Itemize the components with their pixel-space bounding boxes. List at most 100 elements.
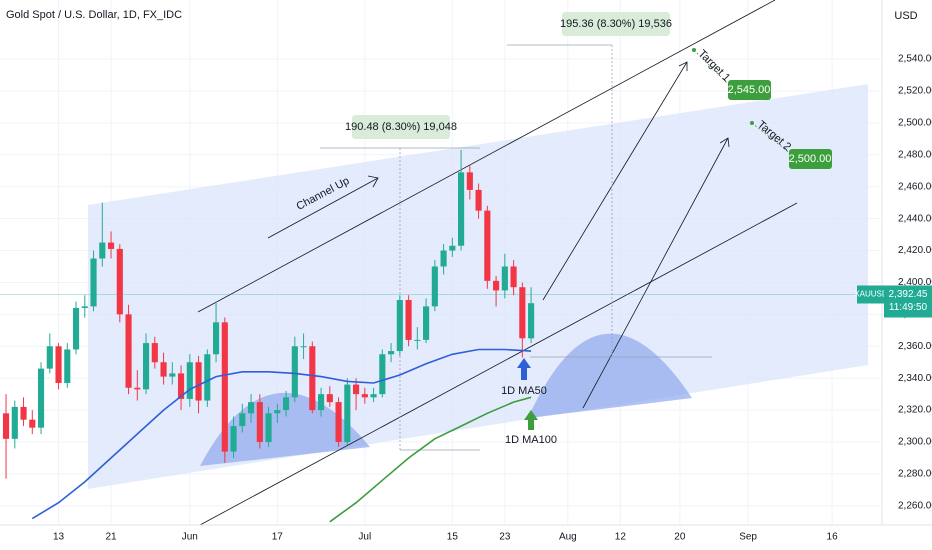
arrow-head [719,137,730,148]
ma100-arrow [524,410,538,430]
arrow [582,137,729,409]
candle-body [29,419,36,428]
candle-body [274,410,281,414]
y-tick-label: 2,480.00 [898,149,932,160]
candle-body [37,368,45,428]
arrow [267,177,379,239]
candle-body [318,394,325,411]
currency: USD [894,10,917,22]
candle-body [160,362,167,377]
candle-body [20,406,27,420]
candle-body [449,245,456,251]
candle-body [309,346,316,411]
moving-average [31,348,532,520]
candle-body [142,343,150,390]
candle-body [64,349,71,383]
y-tick-label: 2,300.00 [898,437,932,448]
target-dot [692,48,696,52]
measure-lines [320,44,793,451]
measure-label: 195.36 (8.30%) 19,536 [560,18,672,30]
candle-body [195,362,202,401]
symbol-box [857,285,885,304]
measure-label: 190.48 (8.30%) 19,048 [345,121,457,133]
candle-body [528,303,535,339]
y-tick-label: 2,400.00 [898,277,932,288]
candle-body [107,242,115,249]
target-line [751,122,793,156]
candle-body [405,300,412,340]
candle-body [256,402,263,443]
candle-body [396,300,403,352]
candle-body [466,172,473,190]
channel-bottom [199,202,798,526]
target-price-box [728,80,771,100]
symbol-label: XAUUSD [854,290,888,299]
x-tick-label: Jun [182,532,198,543]
candle-body [81,306,88,308]
target-price-box [789,149,832,169]
candle-body [116,248,123,315]
candle-body [204,354,211,401]
x-tick-label: 16 [827,532,839,543]
last-price-label: 2,392.45 [889,289,928,300]
arrow-head [367,175,379,188]
candle-body [519,287,526,339]
candle-body [414,339,421,341]
x-tick-label: Jul [358,532,371,543]
candle-body [353,384,360,395]
candle-body [221,322,228,452]
x-tick-label: Sep [739,532,757,543]
chart-title: Gold Spot / U.S. Dollar, 1D, FX_IDC [6,9,182,21]
candle-body [177,373,185,399]
candle-body [361,394,368,398]
x-tick-label: 15 [447,532,459,543]
candle-body [72,307,80,350]
price-axis [882,0,932,550]
candle-body [212,322,220,355]
candle-body [484,210,491,281]
measure-box [352,115,450,139]
candle-body [458,172,465,246]
candle-body [90,258,97,307]
y-tick-label: 2,500.00 [898,118,932,129]
candle-body [501,266,508,291]
candle-body [2,413,10,439]
y-tick-label: 2,260.00 [898,500,932,511]
candle-body [335,402,342,443]
candle-body [239,413,246,427]
measure-box [562,12,670,36]
candle-body [510,266,517,288]
target-price: 2,500.00 [789,153,832,165]
x-tick-label: 23 [499,532,511,543]
candle-body [388,351,395,355]
target-line [693,49,731,87]
candle-body [283,397,290,411]
x-tick-label: 17 [272,532,284,543]
target-label: Target 1 [696,48,733,85]
candle-body [379,354,386,395]
y-tick-label: 2,520.00 [898,86,932,97]
arrow-head [678,61,688,71]
target-price: 2,545.00 [728,84,771,96]
marks [0,150,882,523]
y-tick-label: 2,360.00 [898,341,932,352]
axes: 2,260.00 2,280.00 2,300.00 2,320.00 2,340.00… [53,54,932,543]
ma100-label: 1D MA100 [505,434,557,446]
channel-top [197,0,776,313]
candle-body [265,413,272,443]
drawings [197,0,798,526]
moving-average [329,396,532,523]
arrow [542,61,688,301]
x-tick-label: 12 [615,532,627,543]
y-tick-label: 2,440.00 [898,213,932,224]
candle-body [125,314,132,388]
countdown: 11:49:50 [889,302,928,313]
candle-body [370,394,377,398]
x-tick-label: Aug [559,532,577,543]
x-tick-label: 20 [674,532,686,543]
y-tick-label: 2,420.00 [898,245,932,256]
x-tick-label: 13 [53,532,65,543]
candle-body [55,346,62,383]
candle-body [134,387,141,390]
